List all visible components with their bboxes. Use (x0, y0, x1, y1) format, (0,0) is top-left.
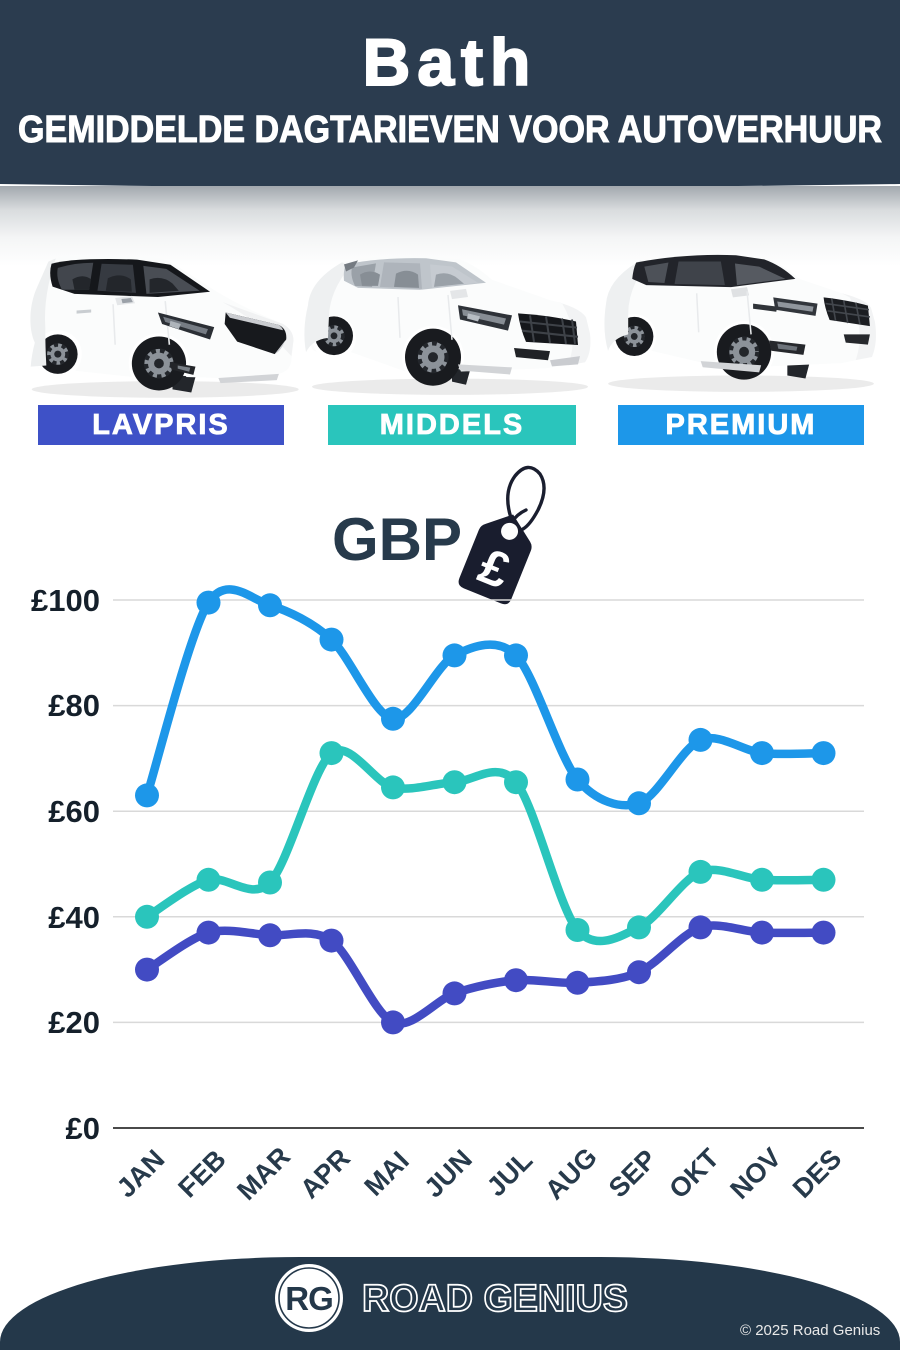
svg-text:MAI: MAI (359, 1146, 415, 1202)
svg-text:SEP: SEP (603, 1144, 662, 1203)
svg-text:DES: DES (787, 1143, 847, 1203)
svg-text:FEB: FEB (172, 1144, 231, 1203)
svg-text:£80: £80 (48, 688, 100, 723)
svg-text:£100: £100 (31, 583, 100, 618)
svg-text:RG: RG (285, 1280, 333, 1317)
svg-text:APR: APR (294, 1143, 356, 1205)
svg-text:£0: £0 (66, 1111, 100, 1146)
svg-text:AUG: AUG (539, 1142, 603, 1206)
svg-text:NOV: NOV (724, 1142, 787, 1205)
svg-text:OKT: OKT (663, 1143, 725, 1205)
svg-text:JAN: JAN (111, 1144, 170, 1203)
svg-text:£20: £20 (48, 1005, 100, 1040)
svg-text:MAR: MAR (231, 1141, 296, 1206)
svg-text:JUN: JUN (418, 1144, 477, 1203)
svg-text:GEMIDDELDE DAGTARIEVEN VOOR AU: GEMIDDELDE DAGTARIEVEN VOOR AUTOVERHUUR (18, 109, 882, 151)
svg-text:ROAD GENIUS: ROAD GENIUS (362, 1278, 628, 1320)
svg-text:JUL: JUL (481, 1145, 538, 1202)
svg-text:£60: £60 (48, 794, 100, 829)
svg-text:£40: £40 (48, 900, 100, 935)
svg-text:GBP: GBP (332, 506, 462, 573)
